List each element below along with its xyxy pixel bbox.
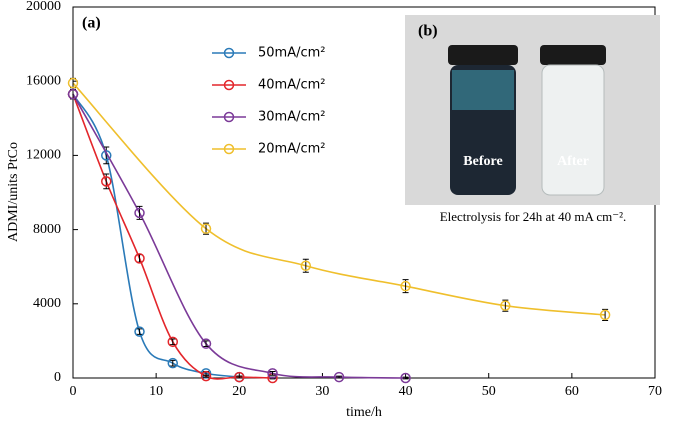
x-tick-label: 20 [232,384,246,399]
x-tick-label: 10 [149,384,163,399]
data-point [134,207,145,219]
error-bar [602,308,609,321]
series-line [72,93,406,379]
legend-label: 20mA/cm² [258,142,326,157]
inset-text: Before [463,154,502,169]
data-point [300,260,312,272]
y-tick-label: 4000 [33,296,61,311]
panel-label: (a) [82,15,101,32]
inset-label: (b) [418,23,438,40]
data-point [167,357,179,369]
inset-text: After [557,154,589,169]
data-point [67,77,79,89]
x-tick-label: 30 [315,384,329,399]
error-bar [336,375,343,379]
y-tick-label: 8000 [33,222,61,237]
x-tick-label: 70 [648,384,662,399]
x-tick-label: 40 [399,384,413,399]
y-axis-label: ADMI/units PtCo [6,142,21,242]
series-line [72,93,273,380]
error-bar [103,146,110,165]
data-point [400,372,411,384]
error-bar [502,299,509,312]
data-point [200,338,212,349]
legend-label: 30mA/cm² [258,110,326,125]
x-tick-label: 60 [565,384,579,399]
error-bar [136,254,143,263]
error-bar [402,376,409,380]
y-tick-label: 16000 [26,73,61,88]
data-point [234,371,245,383]
data-point [101,176,112,187]
legend-label: 50mA/cm² [258,46,326,61]
x-tick-label: 0 [70,384,77,399]
y-tick-label: 0 [54,370,61,385]
x-tick-label: 50 [482,384,496,399]
data-point [67,88,79,100]
data-point [200,223,212,234]
data-point [167,336,179,348]
error-bar [203,222,210,235]
legend-marker [223,143,235,155]
error-bar [203,374,210,378]
error-bar [236,375,243,379]
data-point [500,300,511,311]
data-point [400,280,411,292]
legend-label: 40mA/cm² [258,78,326,93]
error-bar [169,338,176,346]
error-bar [269,371,276,376]
data-point [200,370,212,382]
error-bar [169,359,176,367]
data-point [134,326,145,337]
x-axis-label: time/h [346,405,382,420]
legend-marker [223,111,235,123]
error-bar [203,340,210,347]
y-tick-label: 20000 [26,0,61,14]
data-point [333,371,345,383]
data-point [267,368,278,379]
data-point [599,309,611,321]
error-bar [136,328,143,335]
data-point [134,253,145,264]
legend-marker [223,79,235,91]
y-tick-label: 12000 [26,148,61,163]
inset-photo: (b) Before After [405,15,660,205]
inset-caption: Electrolysis for 24h at 40 mA cm⁻². [440,209,627,224]
legend-marker [223,47,235,59]
data-point [101,150,112,161]
